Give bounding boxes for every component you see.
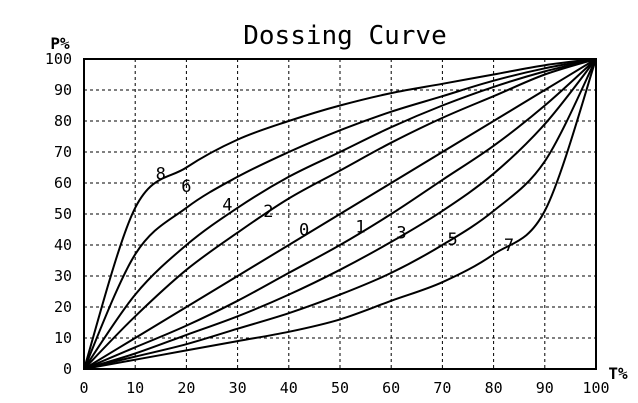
- x-tick-label: 10: [126, 379, 144, 397]
- x-tick-label: 60: [382, 379, 400, 397]
- curve-label-3: 3: [396, 224, 406, 244]
- x-tick-label: 80: [485, 379, 503, 397]
- tick-labels: 0 10 20 30 40 50 60 70 80 90 100010203040506070809…: [45, 50, 610, 397]
- curve-label-8: 8: [156, 165, 166, 185]
- x-tick-label: 100: [582, 379, 609, 397]
- x-tick-label: 70: [433, 379, 451, 397]
- y-tick-label: 100: [45, 50, 72, 68]
- curve-label-6: 6: [181, 177, 191, 197]
- x-tick-label: 40: [280, 379, 298, 397]
- y-axis-label: P%: [50, 34, 70, 53]
- x-tick-label: 90: [536, 379, 554, 397]
- curve-label-2: 2: [263, 202, 273, 222]
- x-tick-label: 20: [177, 379, 195, 397]
- y-tick-label: 80: [54, 112, 72, 130]
- curves: [83, 58, 597, 370]
- x-tick-label: 30: [229, 379, 247, 397]
- y-tick-label: 70: [54, 143, 72, 161]
- curve-4: [83, 58, 597, 370]
- curve-label-4: 4: [222, 196, 232, 216]
- curve-6: [83, 58, 597, 370]
- curve-5: [83, 58, 597, 370]
- y-tick-label: 10: [54, 329, 72, 347]
- y-tick-label: 50: [54, 205, 72, 223]
- curve-label-1: 1: [355, 217, 365, 237]
- curve-0: [83, 58, 597, 370]
- chart-title: Dossing Curve: [243, 21, 447, 51]
- curve-1: [83, 58, 597, 370]
- curve-label-7: 7: [504, 236, 514, 256]
- curve-3: [83, 58, 597, 370]
- x-axis-label: T%: [608, 364, 628, 383]
- y-tick-label: 90: [54, 81, 72, 99]
- curve-label-5: 5: [448, 230, 458, 250]
- curve-label-0: 0: [299, 221, 309, 241]
- y-tick-label: 60: [54, 174, 72, 192]
- curve-2: [83, 58, 597, 370]
- y-tick-label: 40: [54, 236, 72, 254]
- y-tick-label: 20: [54, 298, 72, 316]
- x-tick-label: 0: [79, 379, 88, 397]
- y-tick-label: 0: [63, 360, 72, 378]
- curve-8: [83, 58, 597, 370]
- curve-7: [83, 58, 597, 370]
- x-tick-label: 50: [331, 379, 349, 397]
- curve-labels: 86 4 2 0 1 3 5 7: [156, 165, 514, 256]
- plot-frame: [83, 58, 597, 370]
- y-tick-label: 30: [54, 267, 72, 285]
